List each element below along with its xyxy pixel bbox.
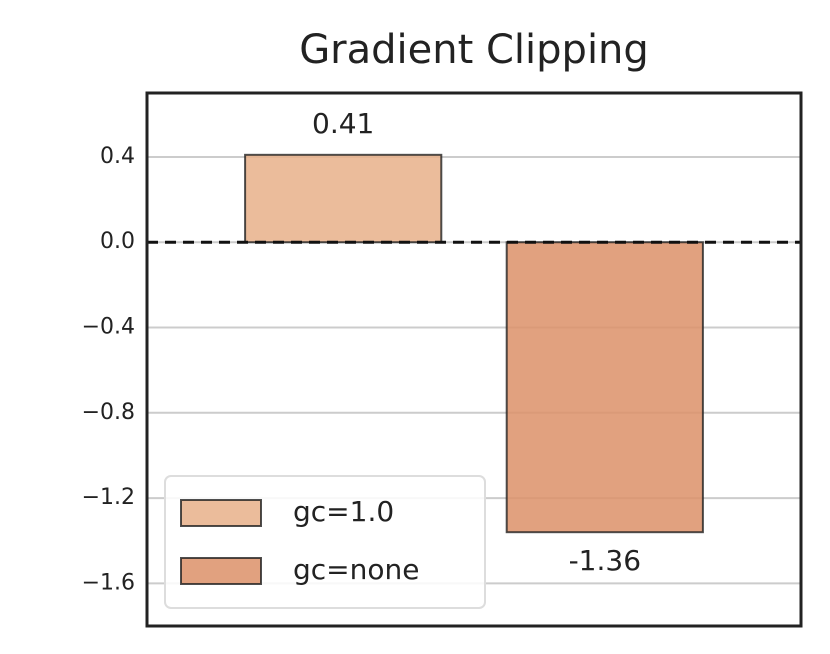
chart-title: Gradient Clipping <box>299 27 649 73</box>
y-tick-label: 0.4 <box>100 144 135 169</box>
y-tick-label: −0.8 <box>82 400 135 425</box>
legend-swatch <box>180 557 262 585</box>
legend-swatch <box>180 499 262 527</box>
y-tick-label: 0.0 <box>100 229 135 254</box>
bar <box>244 153 443 244</box>
y-tick-label: −0.4 <box>82 315 135 340</box>
y-tick-label: −1.2 <box>82 485 135 510</box>
legend-label: gc=none <box>293 553 419 586</box>
value-label: 0.41 <box>312 107 374 140</box>
legend: gc=1.0 gc=none <box>164 475 486 609</box>
legend-label: gc=1.0 <box>293 495 394 528</box>
plot-frame <box>145 91 803 628</box>
y-tick-label: −1.6 <box>82 570 135 595</box>
bar <box>505 241 704 534</box>
value-label: -1.36 <box>569 544 641 577</box>
